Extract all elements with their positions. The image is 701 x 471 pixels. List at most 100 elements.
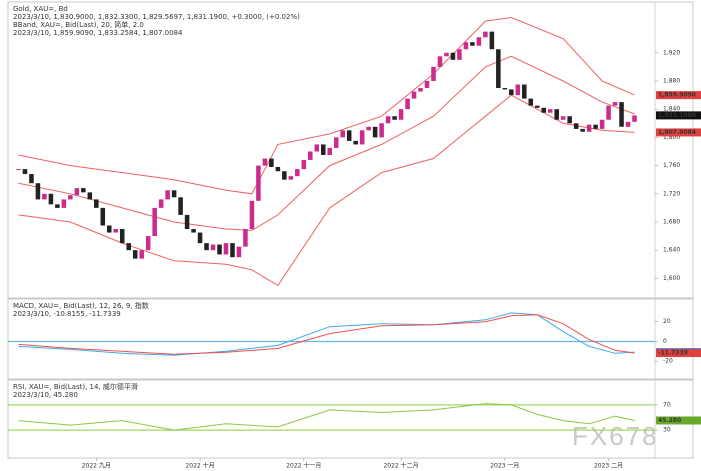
y-tick-label: 0 (663, 338, 667, 345)
candle (392, 116, 397, 120)
y-tick-label: 1,680 (663, 218, 680, 225)
candle (522, 84, 527, 99)
candle (457, 49, 462, 60)
candle (301, 159, 307, 170)
candle (132, 250, 138, 259)
candle (100, 207, 106, 226)
candle (327, 147, 333, 155)
price-tag (656, 111, 701, 120)
candle (145, 236, 151, 251)
candle (314, 144, 320, 152)
candle (340, 130, 345, 138)
candle (217, 244, 222, 255)
x-tick-label: 2022 十二月 (383, 462, 418, 470)
candle (35, 183, 41, 200)
candle (632, 115, 637, 122)
candle (48, 193, 54, 205)
candle (243, 229, 248, 247)
candle (320, 144, 326, 155)
candle (593, 124, 598, 129)
candle (547, 109, 553, 113)
candle (541, 107, 547, 113)
candle (223, 243, 229, 255)
candle (489, 31, 495, 50)
candle (126, 243, 131, 251)
candle (398, 109, 404, 120)
candle (55, 204, 60, 208)
candle (515, 84, 521, 96)
candle (619, 102, 624, 127)
candle (573, 123, 579, 129)
x-tick-label: 2022 九月 (82, 462, 111, 470)
panel (7, 298, 694, 380)
y-tick-label: 1,640 (663, 247, 680, 254)
candle (269, 158, 274, 167)
panel-title: RSI, XAU=, Bid(Last), 14, 威尔德平滑 (13, 382, 138, 391)
y-tick-label: 1,800 (663, 134, 680, 141)
price-tag (656, 91, 701, 100)
candle (282, 171, 287, 180)
price-tag-label: 1,831.1900 (658, 112, 696, 119)
candle (379, 123, 384, 138)
candle (249, 200, 255, 230)
x-tick-label: 2022 十月 (185, 462, 214, 470)
candle (606, 105, 611, 120)
candle (554, 109, 559, 120)
series-line (18, 16, 635, 195)
candle (119, 229, 125, 244)
candle (295, 169, 300, 177)
candle (87, 192, 93, 200)
candle (528, 98, 534, 106)
series-line (18, 403, 635, 431)
candle (405, 98, 410, 110)
y-tick-label: 1,600 (663, 275, 680, 282)
candle (16, 169, 21, 171)
candle (230, 243, 235, 258)
watermark: FX678 (572, 421, 659, 451)
candle (450, 52, 456, 60)
price-tag-label: 45.280 (658, 417, 681, 424)
candle (236, 246, 242, 258)
series-line (18, 312, 635, 356)
y-tick-label: 1,880 (663, 77, 680, 84)
panel-subtitle: 2023/3/10, -10.8155, -11.7339 (13, 310, 121, 318)
series-line (18, 55, 635, 231)
candle (470, 42, 475, 46)
candle (560, 116, 566, 120)
candle (599, 119, 605, 129)
candle (333, 137, 339, 148)
candle (502, 88, 508, 90)
candle (68, 195, 73, 200)
y-tick-label: 1,920 (663, 49, 680, 56)
candle (385, 116, 391, 124)
candle (476, 37, 482, 46)
price-tag-label: 1,859.9090 (658, 92, 696, 99)
candle (496, 49, 501, 89)
price-tag (656, 128, 701, 137)
candle (178, 197, 183, 215)
series-line (18, 94, 635, 287)
y-tick-label: 20 (663, 318, 671, 325)
x-tick-label: 2023 二月 (594, 463, 623, 470)
series-line (18, 314, 635, 355)
candle (437, 56, 443, 67)
x-tick-label: 2023 一月 (490, 463, 519, 470)
candle (210, 244, 216, 251)
candle (346, 130, 352, 141)
candle (586, 124, 592, 132)
candle (359, 130, 365, 145)
panel-subtitle: 2023/3/10, 1,830.9000, 1,832.3300, 1,829… (13, 13, 300, 21)
y-tick-label: 1,840 (663, 106, 680, 113)
candle (366, 126, 371, 131)
candle (94, 199, 99, 208)
panel-title: MACD, XAU=, Bid(Last), 12, 26, 9, 指数 (13, 301, 149, 310)
panel-title: Gold, XAU=, Bd (13, 5, 68, 13)
candle (625, 121, 631, 127)
candle (106, 225, 112, 233)
candle (612, 102, 618, 106)
overlay-title: BBand, XAU=, Bid(Last), 20, 简单, 2.0 (13, 20, 144, 29)
panel-subtitle: 2023/3/10, 45.280 (13, 391, 78, 399)
candle (139, 250, 144, 259)
candle (81, 188, 86, 193)
y-tick-label: 1,720 (663, 190, 680, 197)
